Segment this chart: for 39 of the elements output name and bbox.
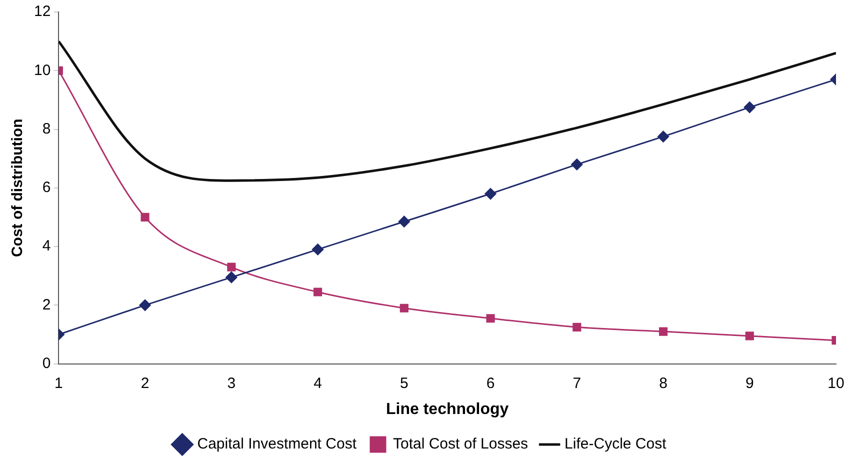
point xyxy=(571,158,583,170)
x-axis-title: Line technology xyxy=(386,400,509,418)
point xyxy=(140,212,150,222)
y-tick-label: 4 xyxy=(42,238,51,255)
x-tick-label: 2 xyxy=(140,374,150,392)
line-series xyxy=(58,40,836,182)
point xyxy=(745,332,754,340)
y-tick-label: 10 xyxy=(34,62,51,79)
point xyxy=(314,288,322,296)
point xyxy=(227,262,236,272)
point xyxy=(312,244,324,256)
y-tick-label: 2 xyxy=(42,296,51,314)
point xyxy=(226,272,238,284)
legend-label: Total Cost of Losses xyxy=(392,436,528,453)
legend-label: Life-Cycle Cost xyxy=(564,436,668,453)
x-tick-label: 3 xyxy=(227,374,236,392)
point xyxy=(658,130,670,142)
x-tick-label: 8 xyxy=(659,374,668,392)
point xyxy=(572,322,582,332)
x-tick-label: 7 xyxy=(572,374,582,392)
x-tick-label: 10 xyxy=(828,374,844,392)
point xyxy=(484,188,496,200)
x-tick-label: 4 xyxy=(314,374,322,392)
x-tick-label: 6 xyxy=(486,374,495,392)
point xyxy=(658,327,668,336)
y-tick-label: 6 xyxy=(42,179,51,196)
y-tick-label: 12 xyxy=(34,3,51,20)
x-tick-label: 5 xyxy=(400,374,408,392)
legend-label: Capital Investment Cost xyxy=(197,436,358,453)
point xyxy=(400,304,408,312)
y-tick-label: 0 xyxy=(42,354,51,372)
y-axis-title: Cost of distribution xyxy=(9,118,26,258)
x-tick-label: 9 xyxy=(745,374,754,392)
x-tick-label: 1 xyxy=(54,374,63,392)
point xyxy=(398,216,410,228)
point xyxy=(139,299,151,311)
point xyxy=(486,314,495,323)
y-tick-label: 8 xyxy=(42,120,51,138)
point xyxy=(744,102,756,114)
